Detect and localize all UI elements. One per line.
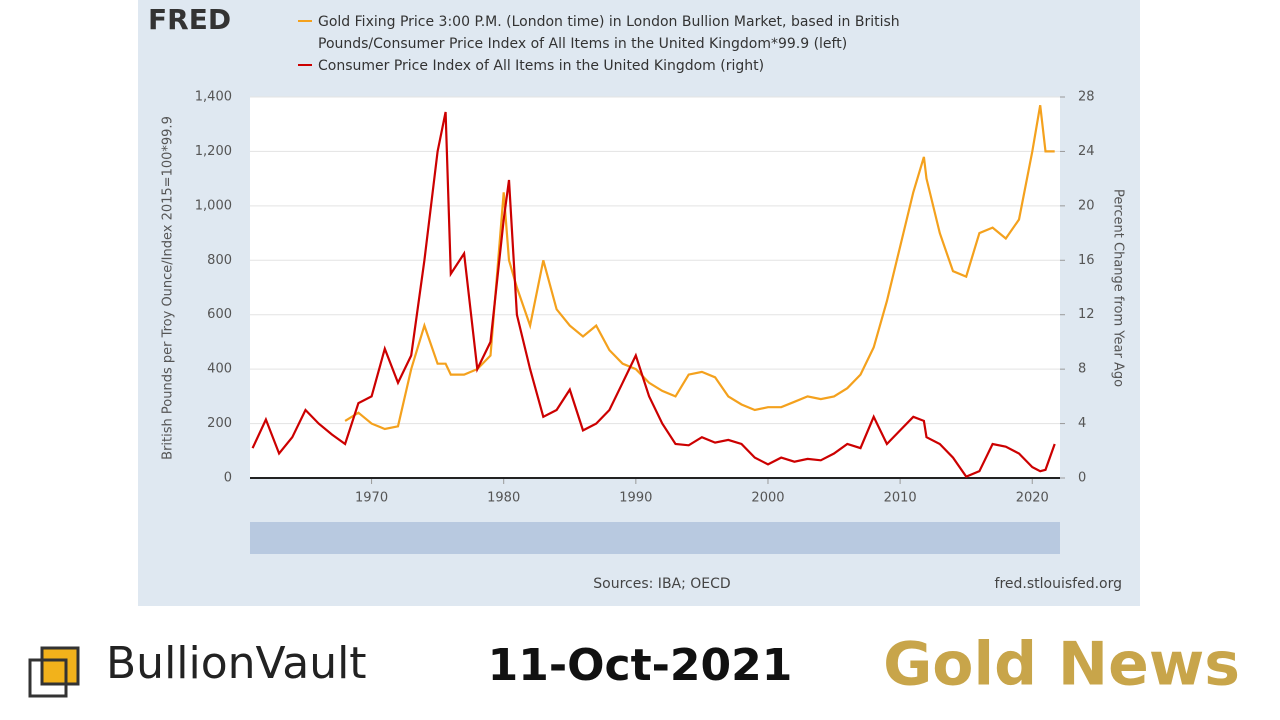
x-tick-label: 1970 <box>355 491 388 506</box>
y-tick-label: 0 <box>224 471 232 486</box>
brand: BullionVault <box>106 638 367 689</box>
y-tick-label: 1,000 <box>195 198 232 213</box>
legend-item[interactable]: Gold Fixing Price 3:00 P.M. (London time… <box>318 11 938 55</box>
y2-tick-label: 24 <box>1078 144 1095 159</box>
logo-icon <box>28 646 80 698</box>
legend-item[interactable]: Consumer Price Index of All Items in the… <box>318 55 938 77</box>
y2-tick-label: 28 <box>1078 90 1095 105</box>
y2-tick-label: 20 <box>1078 198 1095 213</box>
logo: FRED <box>148 3 231 36</box>
tagline: Gold News <box>883 630 1240 700</box>
series-line <box>251 111 1056 478</box>
plot-area <box>250 97 1060 478</box>
y-tick-label: 1,400 <box>195 90 232 105</box>
legend-label: Gold Fixing Price 3:00 P.M. (London time… <box>318 14 900 52</box>
y2-tick-label: 4 <box>1078 416 1086 431</box>
y2-axis-label: Percent Change from Year Ago <box>1111 189 1126 387</box>
x-tick-label: 2020 <box>1016 491 1049 506</box>
y2-tick-label: 16 <box>1078 253 1095 268</box>
y-tick-label: 600 <box>207 307 232 322</box>
series-line <box>344 105 1055 431</box>
y-tick-label: 1,200 <box>195 144 232 159</box>
site: fred.stlouisfed.org <box>995 576 1122 592</box>
x-tick-label: 2010 <box>884 491 917 506</box>
navigator[interactable] <box>250 522 1060 554</box>
date: 11-Oct-2021 <box>488 640 793 691</box>
y2-tick-label: 8 <box>1078 362 1086 377</box>
y-axis-label: British Pounds per Troy Ounce/Index 2015… <box>161 116 176 460</box>
y2-tick-label: 0 <box>1078 471 1086 486</box>
y-tick-label: 800 <box>207 253 232 268</box>
source: Sources: IBA; OECD <box>593 576 730 592</box>
y2-tick-label: 12 <box>1078 307 1095 322</box>
x-tick-label: 1990 <box>619 491 652 506</box>
x-tick-label: 2000 <box>751 491 784 506</box>
y-tick-label: 400 <box>207 362 232 377</box>
y-tick-label: 200 <box>207 416 232 431</box>
x-tick-label: 1980 <box>487 491 520 506</box>
legend-label: Consumer Price Index of All Items in the… <box>318 58 765 74</box>
